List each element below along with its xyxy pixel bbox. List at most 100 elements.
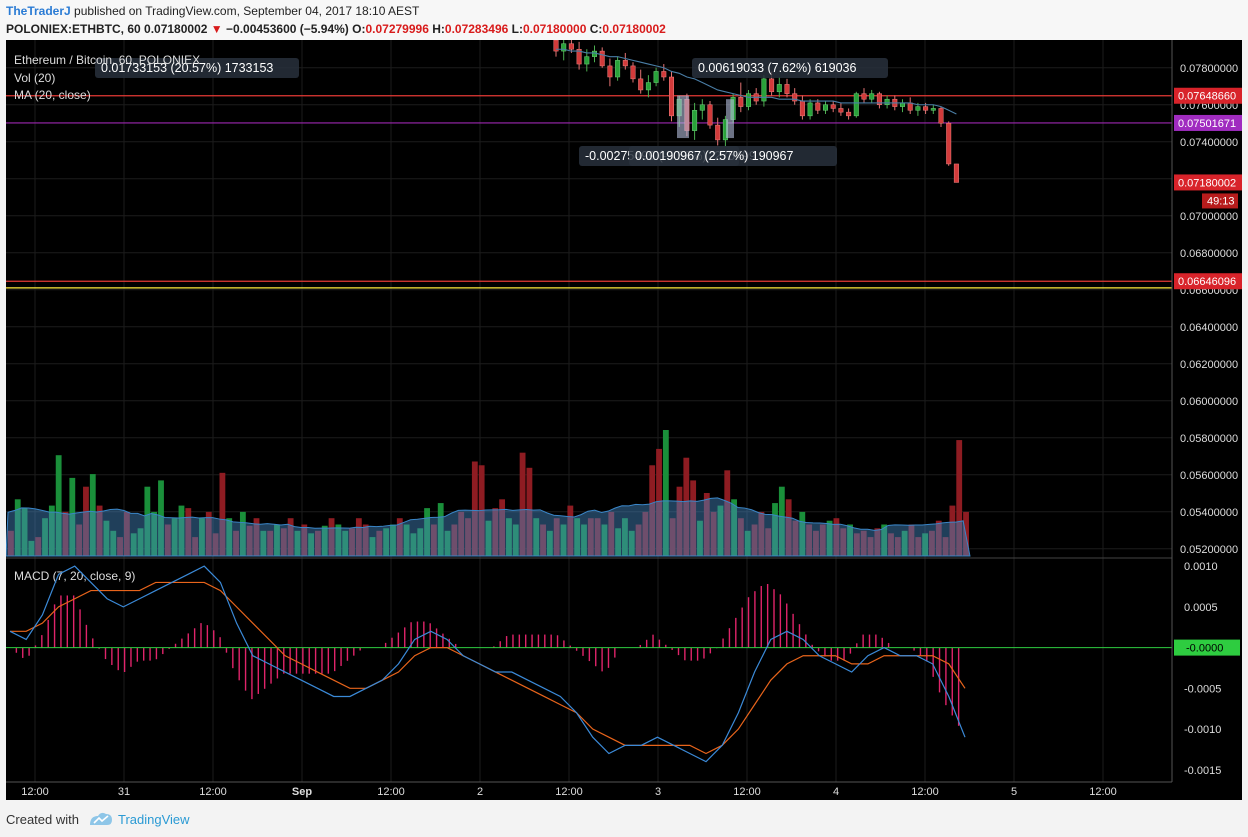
time-tick-label: 3 [655, 786, 661, 798]
time-tick-label: Sep [292, 786, 312, 798]
macd-legend: MACD (7, 20, close, 9) [14, 569, 135, 583]
measure-label-bg [629, 146, 837, 166]
volume-bar [117, 537, 123, 556]
price-tick-label: 0.05600000 [1180, 470, 1238, 482]
volume-bar [778, 486, 785, 556]
volume-bar [123, 511, 130, 556]
price-tick-label: 0.05200000 [1180, 544, 1238, 556]
candle [645, 82, 651, 91]
volume-bar [813, 530, 819, 556]
candle [861, 93, 867, 100]
time-tick-label: 12:00 [733, 786, 761, 798]
volume-bar [89, 474, 96, 556]
volume-bar [8, 530, 14, 556]
volume-legend: Vol (20) [14, 71, 55, 85]
volume-bar [703, 493, 710, 556]
volume-bar [574, 518, 581, 556]
candle [823, 104, 828, 111]
candle [553, 40, 559, 52]
publish-line: TheTraderJ published on TradingView.com,… [6, 4, 419, 18]
measure-label-bg [95, 58, 299, 78]
volume-bar [546, 530, 553, 556]
volume-bar [362, 524, 369, 556]
volume-bar [853, 533, 860, 556]
candle [746, 93, 751, 107]
volume-bar [383, 528, 390, 556]
candle [699, 104, 705, 111]
author-name[interactable]: TheTraderJ [6, 4, 71, 18]
measure-label-bg [692, 58, 888, 78]
line-price-tag: 0.06646096 [1178, 276, 1236, 288]
volume-bar [860, 530, 867, 556]
candle [846, 111, 852, 117]
volume-bar [185, 508, 192, 556]
candle [876, 93, 882, 106]
volume-bar [506, 518, 512, 556]
last-price-tag: 0.07180002 [1178, 177, 1236, 189]
candle [761, 78, 767, 102]
candle [607, 65, 613, 78]
volume-bar [929, 530, 935, 556]
volume-bar [274, 524, 280, 556]
tradingview-brand[interactable]: TradingView [118, 812, 190, 827]
price-chart[interactable]: 0.01733153 (20.57%) 1733153 0.00619033 (7… [6, 40, 1242, 800]
candle [792, 93, 798, 102]
price-tick-label: 0.07800000 [1180, 63, 1238, 75]
time-tick-label: 12:00 [1089, 786, 1117, 798]
candle [830, 104, 836, 109]
volume-ma-area [6, 497, 971, 557]
candle [907, 102, 913, 111]
volume-bar [867, 537, 874, 556]
close-label: C: [589, 22, 603, 36]
volume-bar [499, 499, 506, 556]
measure-range-box [677, 95, 689, 139]
volume-bar [130, 533, 137, 556]
volume-bar [615, 528, 622, 556]
candle [900, 102, 905, 107]
volume-bar [785, 499, 792, 556]
volume-bar [519, 452, 526, 556]
volume-bar [83, 486, 89, 556]
volume-bar [287, 518, 294, 556]
candle [838, 108, 844, 113]
volume-bar [826, 520, 833, 556]
down-arrow-icon: ▼ [210, 22, 223, 36]
price-change: −0.00453600 (−5.94%) [226, 22, 349, 36]
candle [576, 49, 582, 65]
volume-bar [512, 524, 519, 556]
volume-bar [267, 530, 274, 556]
volume-bar [587, 518, 594, 556]
volume-bar [710, 511, 717, 556]
candle [776, 84, 782, 93]
candle [653, 71, 659, 83]
volume-bar [21, 508, 28, 556]
price-tick-label: 0.06400000 [1180, 322, 1238, 334]
volume-bar [390, 524, 396, 556]
volume-bar [553, 518, 560, 556]
price-tick-label: 0.05800000 [1180, 433, 1238, 445]
volume-bar [403, 524, 410, 556]
volume-bar [915, 537, 922, 556]
candle [669, 76, 674, 117]
volume-bar [799, 511, 806, 556]
candle [599, 50, 605, 67]
close-value: 0.07180002 [602, 22, 666, 36]
volume-bar [669, 518, 676, 556]
ohlc-line: POLONIEX:ETHBTC, 60 0.07180002 ▼ −0.0045… [6, 22, 666, 36]
candle [692, 110, 698, 131]
price-tick-label: 0.06000000 [1180, 396, 1238, 408]
time-tick-label: 4 [833, 786, 839, 798]
volume-bar [396, 518, 403, 556]
volume-bar [437, 503, 444, 556]
volume-bar [260, 530, 267, 556]
measure-label: 0.01733153 (20.57%) 1733153 [101, 61, 273, 75]
high-value: 0.07283496 [444, 22, 509, 36]
volume-bar [751, 524, 758, 556]
macd-tick-label: -0.0010 [1184, 724, 1221, 736]
volume-bar [492, 508, 499, 556]
volume-bar [697, 520, 703, 556]
volume-bar [178, 505, 185, 556]
volume-bar [792, 520, 799, 556]
price-tick-label: 0.05400000 [1180, 507, 1238, 519]
volume-bar [642, 511, 649, 556]
